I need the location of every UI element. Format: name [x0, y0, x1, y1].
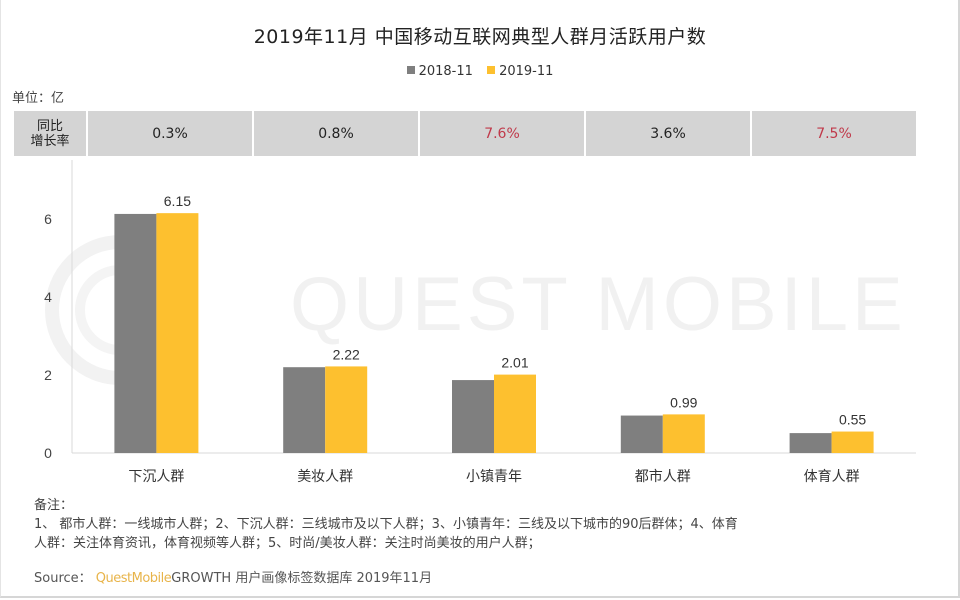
legend-label-2019: 2019-11 [499, 64, 554, 79]
bar-2018-11 [114, 213, 157, 453]
legend-swatch-2019 [487, 66, 496, 74]
bar-2019-11 [156, 213, 199, 453]
bar-2018-11 [452, 380, 494, 453]
bar-2018-11 [620, 415, 663, 453]
growth-rate-table: 同比 增长率 0.3% 0.8% 7.6% 3.6% 7.5% [14, 111, 916, 156]
bar-2018-11 [789, 433, 832, 453]
legend-label-2018: 2018-11 [418, 64, 473, 79]
growth-rate-cell: 0.8% [254, 111, 420, 156]
source-line: Source： QuestMobileGROWTH 用户画像标签数据库 2019… [34, 567, 432, 586]
x-category-label: 下沉人群 [128, 469, 184, 485]
y-tick-label: 6 [44, 211, 52, 227]
legend-item-2018: 2018-11 [406, 64, 473, 79]
source-brand: QuestMobile [95, 571, 172, 586]
x-category-label: 体育人群 [804, 469, 860, 485]
x-category-label: 小镇青年 [466, 469, 522, 485]
legend-swatch-2018 [406, 66, 415, 74]
source-rest: GROWTH 用户画像标签数据库 2019年11月 [171, 571, 433, 586]
bars [114, 213, 874, 453]
notes-line-1: 1、 都市人群：一线城市人群；2、下沉人群：三线城市及以下人群；3、小镇青年：三… [34, 517, 738, 532]
growth-rate-header-line1: 同比 [36, 118, 63, 134]
growth-rate-cell: 3.6% [586, 111, 752, 156]
bar-2018-11 [283, 367, 326, 453]
y-tick-label: 4 [44, 289, 52, 305]
watermark-text: QUEST MOBILE [290, 262, 907, 347]
x-category-label: 美妆人群 [297, 469, 353, 485]
growth-rate-header: 同比 增长率 [14, 111, 88, 156]
growth-rate-header-line2: 增长率 [30, 133, 70, 149]
source-prefix: Source： [34, 571, 92, 586]
data-labels: 6.15 下沉人群 2.22 美妆人群 2.01 小镇青年 0.99 都市人群 0.55 体育人群 [128, 193, 866, 485]
data-label: 6.15 [164, 193, 191, 209]
notes-line-2: 人群：关注体育资讯，体育视频等人群；5、时尚/美妆人群：关注时尚美妆的用户人群； [34, 536, 541, 551]
legend: 2018-11 2019-11 [0, 64, 960, 79]
data-label: 0.99 [670, 394, 697, 410]
notes-heading: 备注： [34, 498, 74, 513]
bar-2019-11 [325, 366, 368, 453]
data-label: 2.22 [333, 346, 360, 362]
data-label: 0.55 [839, 412, 866, 428]
y-tick-label: 0 [44, 445, 52, 461]
notes: 备注： 1、 都市人群：一线城市人群；2、下沉人群：三线城市及以下人群；3、小镇… [34, 496, 738, 553]
unit-label: 单位：亿 [12, 91, 65, 106]
x-category-label: 都市人群 [635, 468, 691, 485]
bar-chart: QUEST MOBILE 0 2 4 6 6.15 下沉人群 2.22 美妆人群 2.01 小镇… [44, 160, 916, 485]
bar-2019-11 [494, 374, 536, 453]
legend-item-2019: 2019-11 [487, 64, 553, 79]
chart-title: 2019年11月 中国移动互联网典型人群月活跃用户数 [253, 26, 707, 48]
y-tick-label: 2 [44, 367, 52, 383]
growth-rate-cell: 7.6% [420, 111, 586, 156]
growth-rate-cell: 0.3% [88, 111, 254, 156]
bar-2019-11 [831, 431, 874, 453]
data-label: 2.01 [501, 355, 528, 371]
bar-2019-11 [662, 414, 705, 453]
growth-rate-cell: 7.5% [752, 111, 916, 156]
